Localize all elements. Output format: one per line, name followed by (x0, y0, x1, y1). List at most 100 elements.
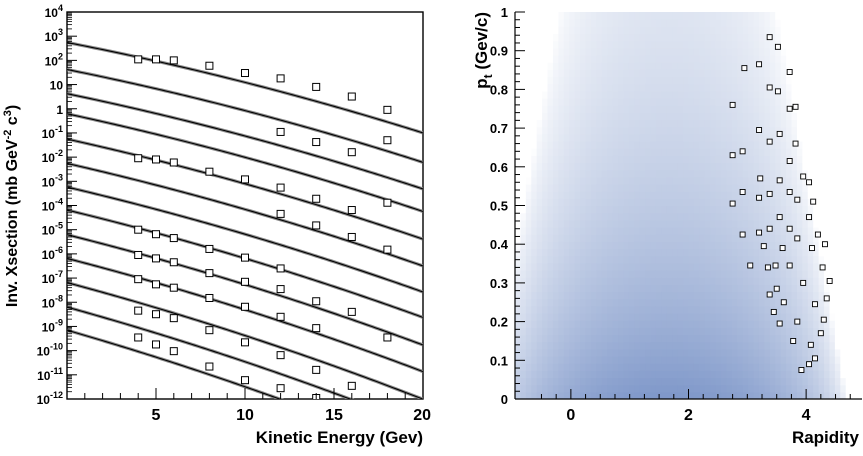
heatmap-cell (596, 184, 603, 192)
heatmap-cell (824, 262, 831, 271)
heatmap-cell (786, 76, 793, 85)
heatmap-cell (856, 119, 862, 128)
heatmap-cell (628, 356, 635, 364)
heatmap-cell (542, 176, 549, 185)
heatmap-cell (802, 205, 809, 214)
heatmap-cell (520, 377, 527, 386)
heatmap-cell (590, 320, 597, 328)
heatmap-cell (688, 313, 695, 321)
heatmap-cell (753, 334, 760, 343)
y-tick-label: 10-6 (42, 245, 63, 262)
heatmap-cell (515, 291, 522, 300)
heatmap-cell (834, 33, 841, 42)
heatmap-cell (525, 270, 532, 278)
heatmap-cell (677, 356, 684, 364)
heatmap-cell (704, 33, 711, 42)
heatmap-cell (650, 148, 657, 156)
data-point (276, 183, 285, 192)
heatmap-cell (753, 98, 760, 106)
heatmap-cell (688, 169, 695, 178)
heatmap-cell (628, 291, 635, 300)
heatmap-cell (542, 83, 549, 92)
heatmap-cell (753, 198, 760, 207)
heatmap-cell (612, 305, 619, 314)
heatmap-cell (726, 363, 733, 371)
heatmap-cell (623, 341, 630, 350)
heatmap-cell (596, 219, 603, 228)
heatmap-cell (547, 298, 554, 307)
heatmap-cell (515, 219, 522, 228)
heatmap-cell (650, 26, 657, 35)
heatmap-cell (856, 148, 862, 156)
heatmap-cell (520, 334, 527, 343)
heatmap-cell (813, 377, 820, 386)
heatmap-cell (634, 47, 641, 56)
heatmap-cell (645, 26, 652, 35)
heatmap-cell (758, 169, 765, 178)
heatmap-cell (628, 55, 635, 63)
heatmap-cell (618, 284, 625, 293)
heatmap-cell (688, 341, 695, 350)
heatmap-cell (618, 40, 625, 49)
heatmap-cell (710, 112, 717, 121)
heatmap-cell (813, 262, 820, 271)
x-tick-label: 2 (684, 407, 693, 424)
heatmap-cell (531, 356, 538, 364)
heatmap-cell (726, 76, 733, 85)
y-tick-label: 10 (50, 79, 64, 93)
heatmap-cell (840, 270, 847, 278)
heatmap-cell (569, 169, 576, 178)
heatmap-cell (834, 184, 841, 192)
heatmap-cell (731, 83, 738, 92)
heatmap-cell (650, 126, 657, 135)
heatmap-cell (840, 377, 847, 386)
heatmap-cell (710, 370, 717, 379)
heatmap-cell (536, 298, 543, 307)
heatmap-cell (829, 327, 836, 336)
heatmap-cell (796, 291, 803, 300)
heatmap-cell (618, 98, 625, 106)
heatmap-cell (645, 277, 652, 285)
heatmap-cell (753, 19, 760, 27)
heatmap-cell (552, 248, 559, 257)
heatmap-cell (845, 327, 852, 336)
heatmap-cell (552, 255, 559, 264)
heatmap-cell (601, 212, 608, 221)
heatmap-cell (666, 62, 673, 70)
heatmap-cell (731, 219, 738, 228)
heatmap-cell (574, 255, 581, 264)
heatmap-cell (715, 277, 722, 285)
heatmap-cell (851, 377, 858, 386)
heatmap-cell (612, 176, 619, 185)
heatmap-cell (688, 26, 695, 35)
heatmap-cell (818, 12, 825, 20)
heatmap-cell (677, 255, 684, 264)
heatmap-cell (666, 33, 673, 42)
heatmap-cell (536, 277, 543, 285)
heatmap-cell (710, 162, 717, 171)
heatmap-cell (710, 248, 717, 257)
heatmap-cell (802, 83, 809, 92)
heatmap-cell (840, 284, 847, 293)
heatmap-cell (764, 126, 771, 135)
heatmap-cell (851, 169, 858, 178)
heatmap-cell (824, 69, 831, 78)
heatmap-cell (645, 47, 652, 56)
heatmap-cell (585, 363, 592, 371)
heatmap-cell (737, 298, 744, 307)
heatmap-cell (590, 327, 597, 336)
heatmap-cell (731, 126, 738, 135)
heatmap-cell (715, 176, 722, 185)
heatmap-cell (574, 248, 581, 257)
heatmap-cell (737, 305, 744, 314)
heatmap-cell (580, 141, 587, 149)
heatmap-cell (650, 19, 657, 27)
heatmap-cell (699, 169, 706, 178)
heatmap-cell (650, 219, 657, 228)
heatmap-cell (601, 69, 608, 78)
heatmap-cell (753, 12, 760, 20)
heatmap-cell (612, 55, 619, 63)
heatmap-cell (672, 162, 679, 171)
heatmap-cell (791, 291, 798, 300)
heatmap-cell (618, 148, 625, 156)
